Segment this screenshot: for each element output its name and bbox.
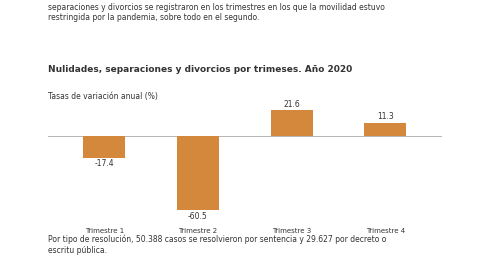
Text: -17.4: -17.4 [95,160,114,168]
Text: Nulidades, separaciones y divorcios por trimeses. Año 2020: Nulidades, separaciones y divorcios por … [48,65,352,74]
Bar [83,136,125,158]
Text: Por tipo de resolución, 50.388 casos se resolvieron por sentencia y 29.627 por d: Por tipo de resolución, 50.388 casos se … [48,235,386,255]
Text: Tasas de variación anual (%): Tasas de variación anual (%) [48,92,158,101]
Bar [271,110,313,136]
Text: 11.3: 11.3 [377,112,394,122]
Text: -60.5: -60.5 [188,212,208,221]
Bar [177,136,219,210]
Text: separaciones y divorcios se registraron en los trimestres en los que la movilida: separaciones y divorcios se registraron … [48,3,385,22]
Text: 21.6: 21.6 [283,100,300,109]
Bar [364,123,407,136]
